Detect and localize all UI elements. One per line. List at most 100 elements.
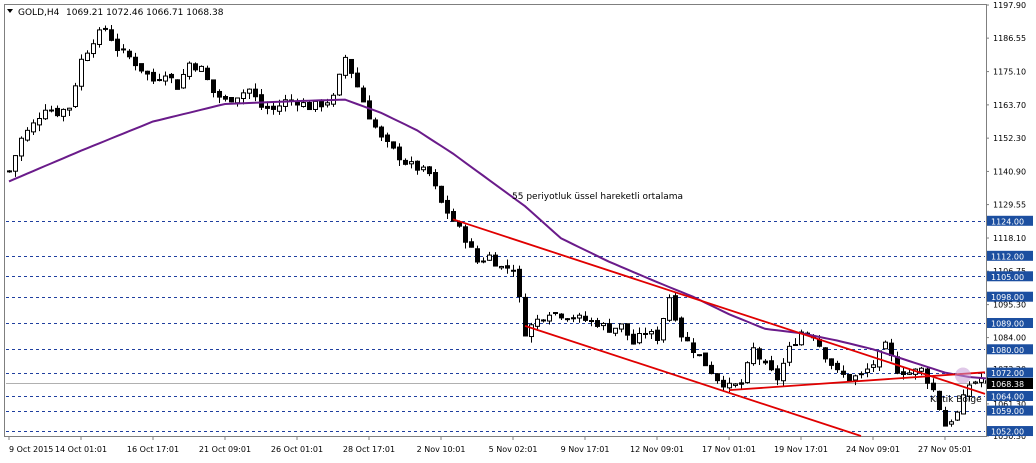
current-price-box	[987, 378, 1033, 389]
time-axis: 9 Oct 2015 14 Oct 01:01 16 Oct 17:01 21 Oct…	[8, 437, 972, 454]
candle-body	[355, 72, 360, 88]
candle-body	[85, 52, 90, 61]
candle-body	[781, 362, 786, 382]
candle-body	[679, 317, 684, 338]
candle-body	[109, 29, 114, 41]
candle-body	[715, 373, 720, 382]
ohlc-label: 1069.21 1072.46 1066.71 1068.38	[66, 8, 224, 18]
candle-body	[967, 384, 972, 397]
candle-body	[103, 27, 108, 30]
candle-body	[25, 129, 30, 141]
candle-body	[595, 320, 600, 327]
candle-body	[955, 411, 960, 421]
candle-body	[247, 88, 252, 94]
candle-body	[871, 364, 876, 368]
x-tick-label: 9 Oct 2015	[9, 445, 53, 454]
candle-body	[349, 58, 354, 74]
candle-body	[937, 390, 942, 410]
triangle-down-icon[interactable]	[7, 9, 13, 13]
annotation-label: Kritik Bölge	[930, 395, 982, 405]
candle-body	[235, 97, 240, 104]
candle-body	[181, 73, 186, 89]
candle-body	[169, 73, 174, 79]
candle-body	[907, 372, 912, 375]
candle-body	[241, 92, 246, 100]
candle-body	[163, 75, 168, 82]
candle-body	[769, 360, 774, 371]
candle-body	[439, 185, 444, 203]
candle-body	[553, 312, 558, 315]
candle-body	[91, 43, 96, 55]
candle-body	[301, 102, 306, 108]
annotations: Kritik Bölge	[930, 395, 982, 405]
x-tick-label: 21 Oct 09:01	[199, 445, 251, 454]
candle-body	[205, 67, 210, 81]
candle-body	[421, 166, 426, 171]
candle-body	[961, 394, 966, 415]
candle-body	[475, 248, 480, 263]
candle-body	[883, 341, 888, 350]
level-price-label: 1072.00	[991, 369, 1024, 378]
candle-body	[193, 63, 198, 71]
x-tick-label: 5 Nov 02:01	[489, 445, 538, 454]
candle-body	[775, 368, 780, 381]
candle-body	[397, 146, 402, 161]
trend-lines	[452, 218, 986, 437]
candle-body	[499, 265, 504, 269]
candle-body	[949, 421, 954, 425]
candle-body	[601, 322, 606, 327]
candle-body	[97, 29, 102, 45]
candle-body	[307, 101, 312, 111]
candle-body	[619, 323, 624, 330]
candle-body	[793, 344, 798, 347]
candle-body	[463, 226, 468, 243]
candle-body	[859, 373, 864, 376]
candle-body	[919, 367, 924, 372]
candle-body	[373, 119, 378, 128]
candle-body	[481, 260, 486, 263]
y-tick-label: 1084.00	[993, 334, 1026, 343]
level-price-label: 1064.00	[991, 392, 1024, 401]
candle-body	[13, 155, 18, 172]
x-tick-label: 28 Oct 17:01	[343, 445, 395, 454]
candle-body	[325, 102, 330, 106]
candle-body	[277, 105, 282, 112]
candle-body	[829, 358, 834, 366]
candle-body	[121, 48, 126, 51]
y-tick-label: 1061.30	[993, 400, 1026, 409]
candle-body	[49, 109, 54, 112]
candle-body	[313, 100, 318, 110]
candle-body	[505, 265, 510, 269]
candle-body	[547, 314, 552, 322]
candle-body	[889, 342, 894, 357]
candle-body	[433, 172, 438, 187]
candle-body	[361, 87, 366, 103]
candle-body	[559, 313, 564, 319]
candle-body	[841, 370, 846, 375]
candle-body	[685, 336, 690, 342]
candle-body	[157, 79, 162, 82]
candle-body	[931, 382, 936, 391]
candle-body	[739, 382, 744, 385]
candle-body	[973, 381, 978, 384]
level-price-box	[987, 426, 1033, 437]
candle-body	[799, 331, 804, 346]
level-price-label: 1080.00	[991, 346, 1024, 355]
y-tick-label: 1140.90	[993, 167, 1026, 176]
candle-body	[607, 323, 612, 333]
candle-body	[319, 100, 324, 108]
y-tick-label: 1163.70	[993, 101, 1026, 110]
candle-body	[643, 332, 648, 335]
candle-body	[727, 382, 732, 389]
candle-body	[529, 324, 534, 338]
candle-body	[145, 70, 150, 75]
candle-body	[787, 345, 792, 363]
candle-body	[211, 79, 216, 94]
x-tick-label: 17 Nov 01:01	[702, 445, 756, 454]
channel-lower-line	[524, 325, 862, 437]
candle-body	[613, 327, 618, 334]
level-price-label: 1112.00	[991, 252, 1024, 261]
